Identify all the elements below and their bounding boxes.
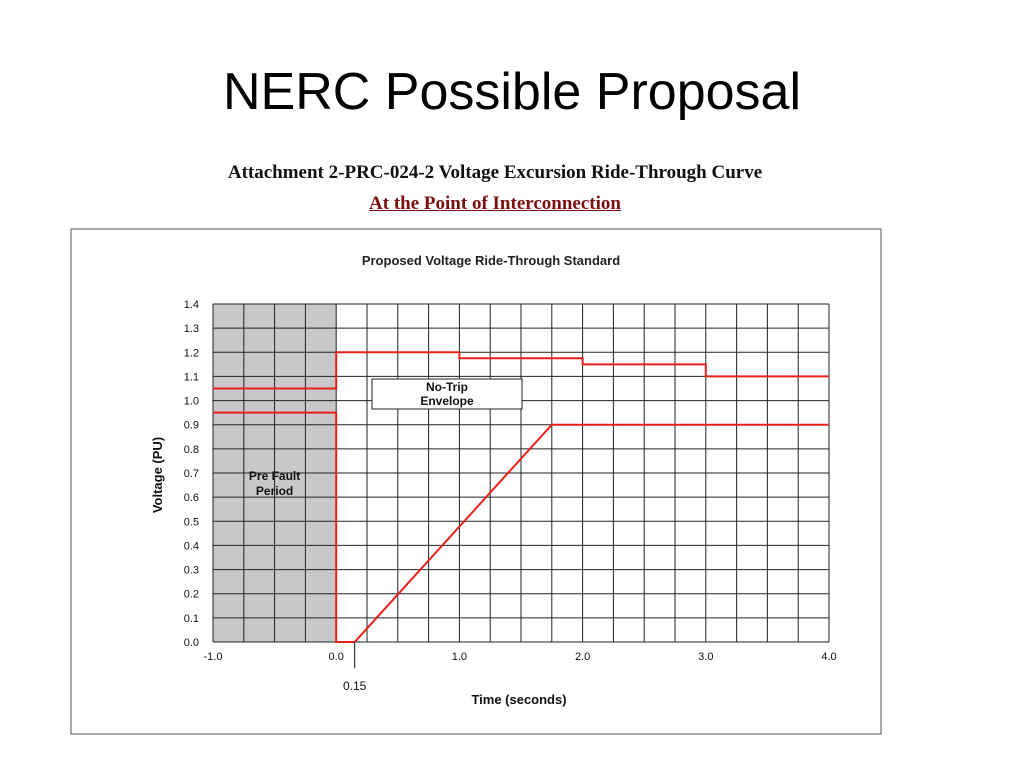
y-tick-label: 1.0: [184, 396, 199, 408]
lower-voltage-limit-line: [213, 411, 829, 643]
y-tick-label: 0.5: [184, 516, 199, 528]
upper-voltage-limit-line: [213, 351, 829, 390]
x-tick-label: 0.0: [329, 651, 344, 663]
y-tick-label: 0.9: [184, 420, 199, 432]
chart-header-title: Attachment 2-PRC-024-2 Voltage Excursion…: [227, 162, 763, 183]
x-tick-label: -1.0: [204, 651, 223, 663]
slide-title: NERC Possible Proposal: [222, 63, 802, 121]
marker-0-15-label: 0.15: [343, 679, 367, 693]
x-tick-label: 1.0: [452, 651, 467, 663]
chart-frame: [70, 228, 882, 735]
y-axis-label: Voltage (PU): [150, 437, 165, 513]
y-tick-label: 0.3: [184, 565, 199, 577]
no-trip-label-line1: No-Trip: [426, 380, 468, 394]
y-tick-label: 1.4: [184, 299, 199, 311]
y-tick-label: 0.6: [184, 492, 199, 504]
no-trip-label-line2: Envelope: [420, 394, 474, 408]
no-trip-envelope-box: [371, 378, 523, 410]
y-tick-label: 0.1: [184, 613, 199, 625]
chart-header-subtitle: At the Point of Interconnection: [369, 193, 621, 214]
y-tick-label: 1.1: [184, 371, 199, 383]
x-axis-label: Time (seconds): [471, 692, 566, 707]
x-tick-label: 4.0: [821, 651, 836, 663]
y-tick-label: 0.0: [184, 637, 199, 649]
x-tick-label: 2.0: [575, 651, 590, 663]
x-tick-label: 3.0: [698, 651, 713, 663]
chart-title: Proposed Voltage Ride-Through Standard: [362, 253, 620, 268]
y-tick-label: 1.3: [184, 323, 199, 335]
y-tick-label: 0.7: [184, 468, 199, 480]
y-tick-label: 1.2: [184, 347, 199, 359]
y-tick-label: 0.2: [184, 589, 199, 601]
y-tick-label: 0.4: [184, 540, 199, 552]
y-tick-label: 0.8: [184, 444, 199, 456]
